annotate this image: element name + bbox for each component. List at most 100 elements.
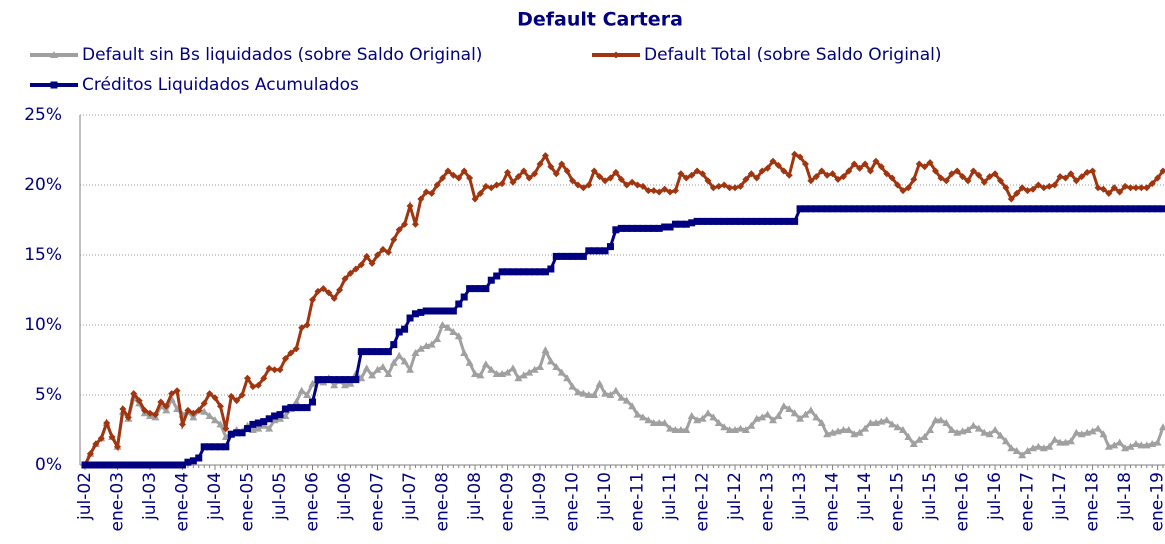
data-point	[655, 419, 664, 426]
data-point	[368, 259, 376, 267]
x-tick-label: ene-16	[953, 472, 973, 531]
data-point	[812, 205, 820, 213]
data-point	[774, 412, 783, 419]
data-point	[260, 418, 268, 426]
data-point	[151, 411, 159, 419]
data-point	[130, 390, 138, 398]
data-point	[1078, 205, 1086, 213]
x-tick-label: ene-04	[173, 472, 193, 531]
data-point	[189, 457, 197, 465]
data-point	[969, 167, 977, 175]
data-point	[1115, 438, 1124, 446]
data-point	[1154, 205, 1162, 213]
data-point	[1083, 168, 1091, 176]
data-point	[742, 217, 750, 225]
data-point	[1072, 428, 1081, 436]
data-point	[460, 167, 468, 175]
data-point	[985, 430, 994, 438]
data-point	[390, 341, 398, 349]
data-point	[774, 217, 782, 225]
data-point	[915, 160, 923, 168]
x-tick-label: jul-10	[595, 472, 615, 521]
data-point	[1034, 442, 1043, 450]
data-point	[872, 205, 880, 213]
data-point	[1110, 441, 1119, 449]
data-point	[135, 461, 143, 469]
data-point	[492, 370, 501, 377]
x-tick-label: jul-05	[270, 472, 290, 521]
data-point	[623, 181, 631, 189]
data-point	[378, 363, 387, 370]
data-point	[758, 217, 766, 225]
data-point	[173, 461, 181, 469]
data-point	[974, 424, 983, 432]
data-point	[963, 426, 972, 433]
data-point	[563, 374, 572, 382]
data-point	[796, 414, 805, 422]
data-point	[162, 406, 171, 414]
data-point	[389, 358, 398, 366]
data-point	[341, 275, 349, 283]
data-point	[292, 398, 301, 405]
data-point	[611, 386, 620, 394]
x-tick-label: jul-16	[985, 472, 1005, 521]
data-point	[1099, 205, 1107, 213]
data-point	[785, 405, 794, 412]
data-point	[357, 348, 365, 356]
data-point	[227, 392, 235, 400]
data-point	[1126, 442, 1135, 450]
data-point	[839, 426, 848, 433]
data-point	[308, 379, 317, 387]
data-point	[433, 181, 441, 189]
data-point	[926, 205, 934, 213]
data-point	[915, 435, 924, 443]
data-point	[1159, 167, 1165, 175]
data-point	[676, 426, 685, 433]
data-point	[764, 217, 772, 225]
data-point	[221, 433, 230, 440]
data-point	[1034, 205, 1042, 213]
data-point	[899, 205, 907, 213]
data-point	[141, 461, 149, 469]
data-point	[980, 428, 989, 436]
data-point	[638, 413, 647, 421]
data-point	[309, 296, 317, 304]
data-point	[558, 160, 566, 168]
data-point	[1002, 184, 1010, 192]
data-point	[628, 402, 637, 410]
data-point	[368, 371, 377, 379]
data-point	[216, 443, 224, 451]
y-tick-label: 0%	[35, 455, 62, 475]
legend-marker	[612, 51, 620, 59]
x-tick-label: jul-17	[1050, 472, 1070, 521]
data-point	[1148, 205, 1156, 213]
data-point	[352, 376, 360, 384]
x-tick-label: ene-18	[1083, 472, 1103, 531]
data-point	[617, 175, 625, 183]
data-point	[520, 167, 528, 175]
data-point	[856, 205, 864, 213]
x-tick-label: jul-18	[1115, 472, 1135, 521]
data-point	[1007, 195, 1015, 203]
data-point	[547, 265, 555, 273]
series-markers	[81, 205, 1165, 469]
data-point	[531, 268, 539, 276]
data-point	[536, 268, 544, 276]
data-point	[1093, 424, 1102, 432]
data-point	[834, 205, 842, 213]
data-point	[233, 429, 241, 437]
data-point	[926, 159, 934, 167]
data-point	[368, 348, 376, 356]
data-point	[276, 414, 285, 422]
y-tick-label: 5%	[35, 385, 62, 405]
data-point	[1116, 188, 1124, 196]
data-point	[119, 405, 127, 413]
data-point	[211, 416, 220, 424]
data-point	[1018, 451, 1027, 459]
data-point	[390, 236, 398, 244]
data-point	[872, 157, 880, 165]
data-point	[439, 174, 447, 182]
data-point	[1066, 437, 1075, 445]
data-point	[1051, 205, 1059, 213]
data-point	[179, 420, 187, 428]
